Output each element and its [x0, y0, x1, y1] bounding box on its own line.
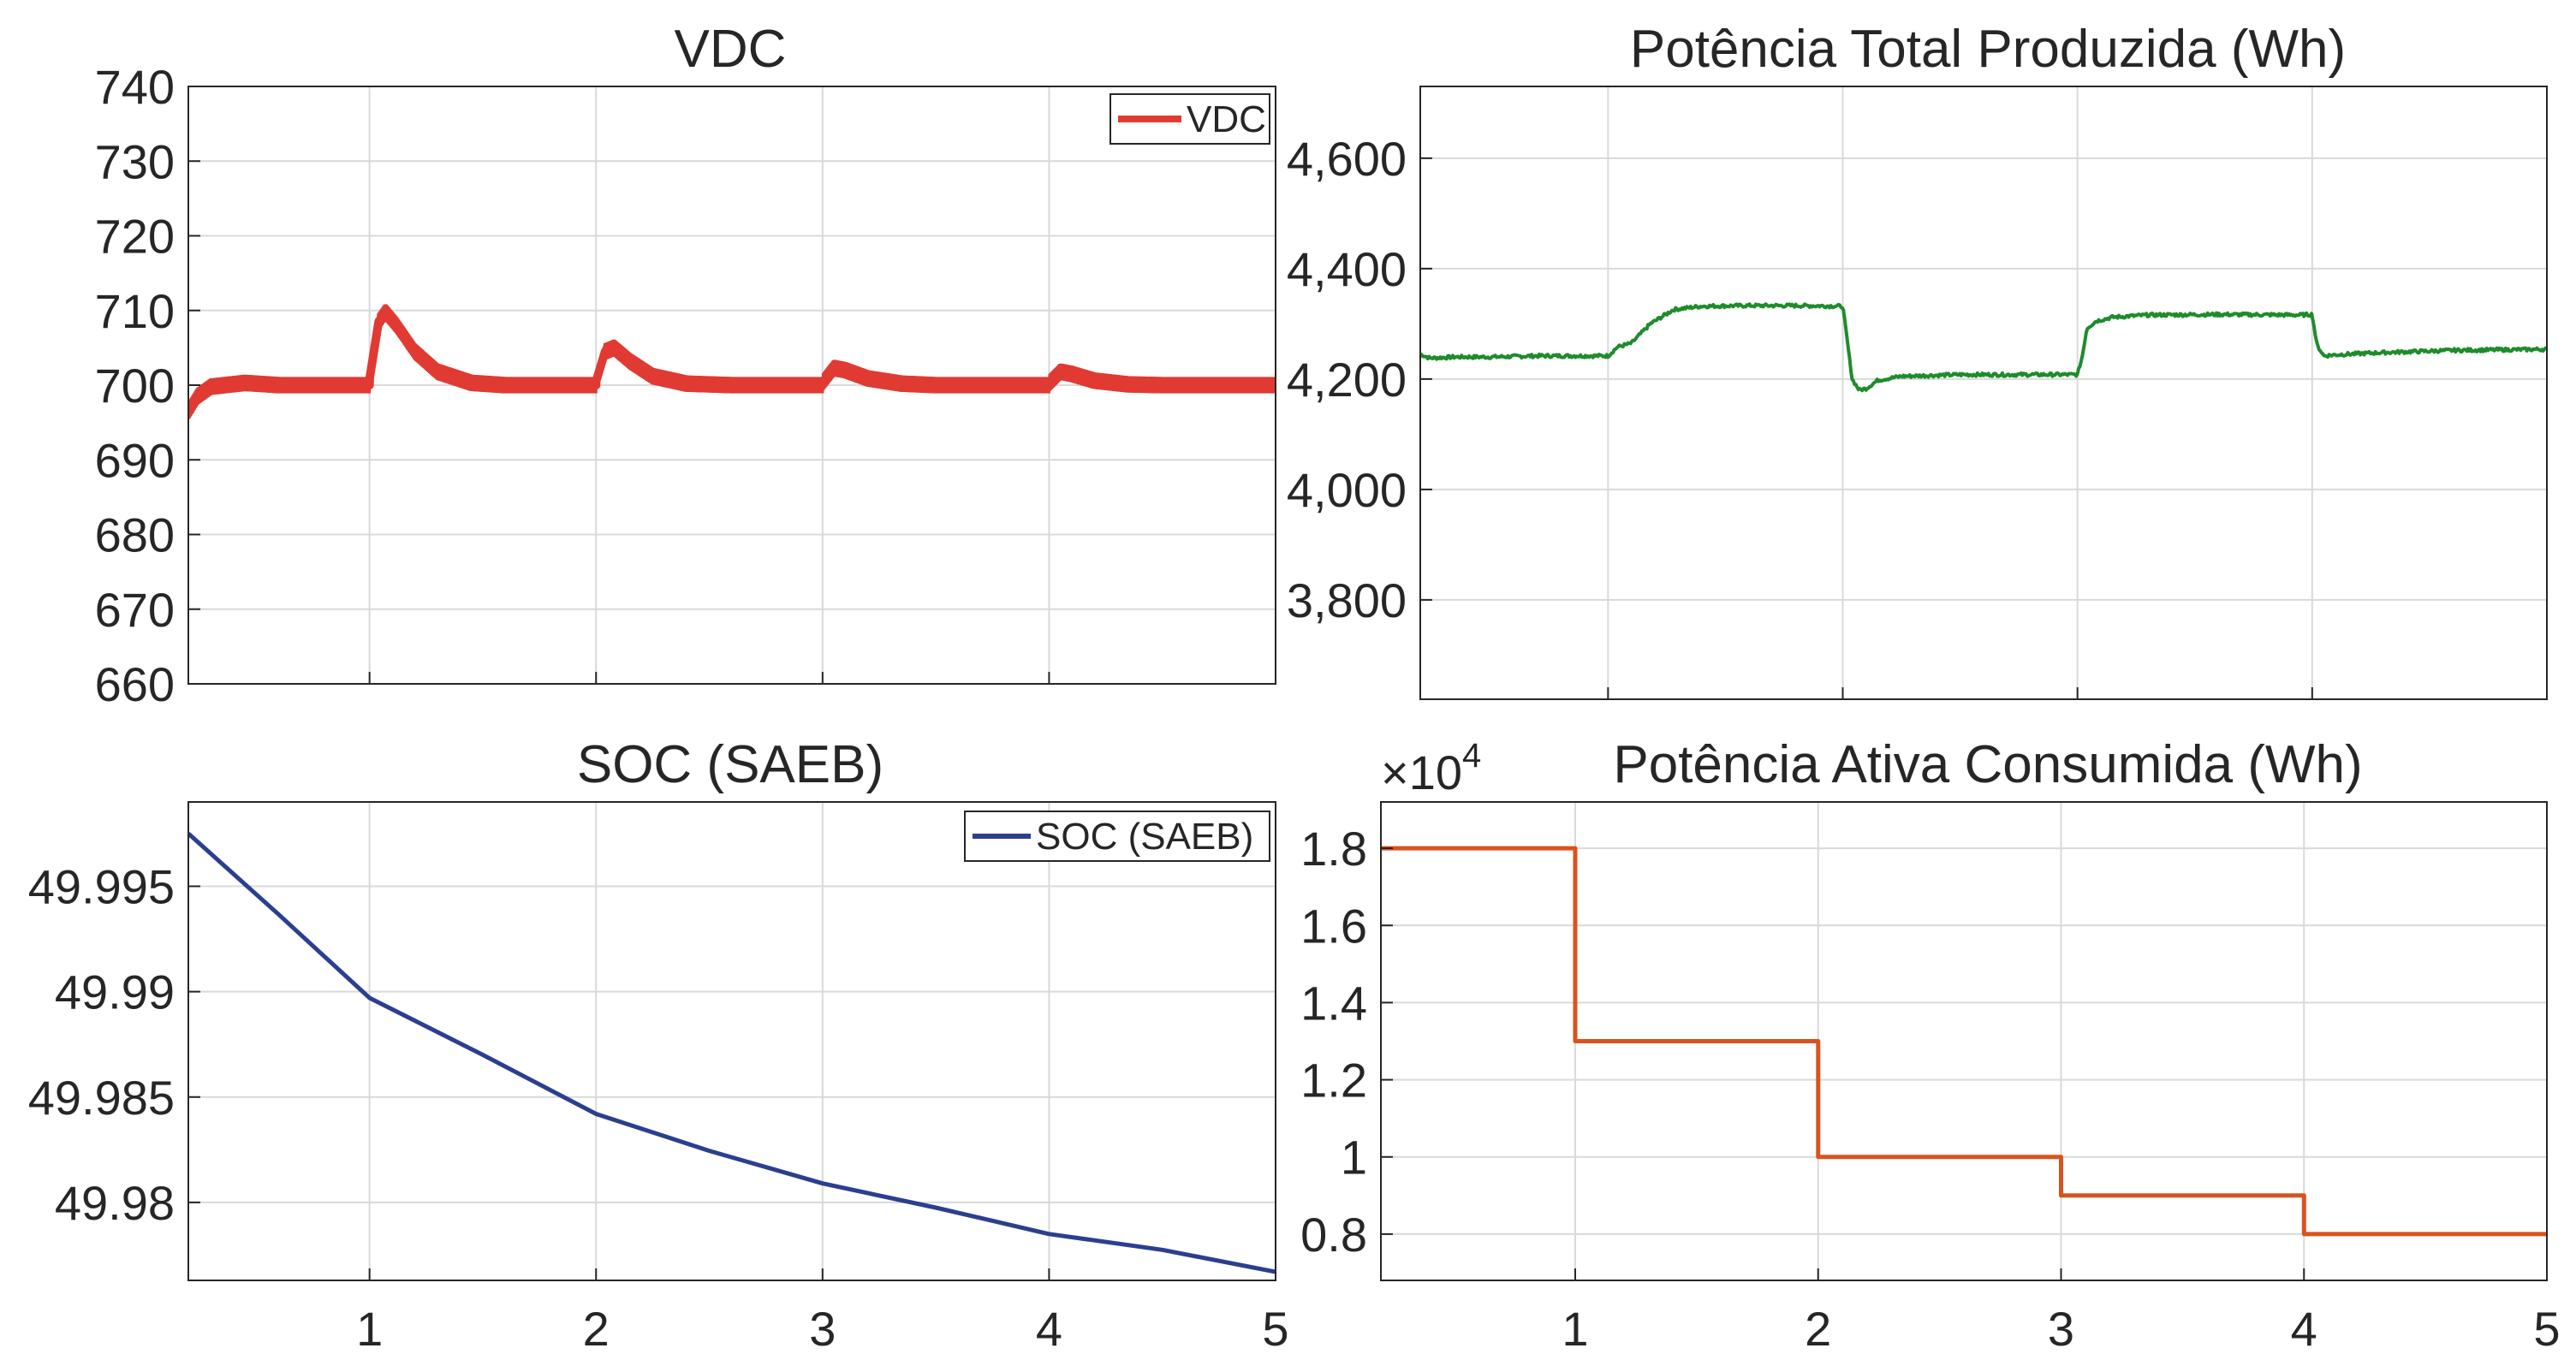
vdc-x-axis — [368, 672, 1276, 684]
soc-plot-area — [187, 801, 1276, 1281]
potencia-total-y-tick-label-0: 3,800 — [1287, 573, 1407, 627]
potencia-ativa-x-axis: 1 2 3 4 5 — [1562, 1268, 2561, 1354]
potencia-total-plot-background — [1420, 86, 2547, 699]
potencia-ativa-x-tick-label-0: 1 — [1562, 1302, 1588, 1354]
vdc-series — [188, 304, 1276, 419]
potencia-total-y-axis: 3,800 4,000 4,200 4,400 4,600 — [1287, 132, 1432, 627]
potencia-total-chart-title: Potência Total Produzida (Wh) — [1630, 20, 2346, 79]
vdc-y-tick-label-3: 690 — [95, 433, 175, 487]
potencia-ativa-multiplier-exponent: 4 — [1462, 737, 1481, 775]
soc-y-tick-label-2: 49.99 — [55, 965, 175, 1019]
potencia-ativa-x-tick-label-2: 3 — [2048, 1302, 2074, 1354]
potencia-ativa-chart: Potência Ativa Consumida (Wh) ×104 0.811… — [1300, 735, 2560, 1354]
soc-y-tick-label-0: 49.98 — [55, 1176, 175, 1230]
potencia-total-plot-area — [1419, 86, 2548, 700]
potencia-ativa-y-tick-label-1: 1 — [1341, 1131, 1367, 1185]
vdc-y-tick-label-6: 720 — [95, 210, 175, 264]
potencia-ativa-y-tick-label-5: 1.8 — [1300, 822, 1367, 876]
soc-y-tick-label-1: 49.985 — [28, 1071, 175, 1125]
soc-x-tick-label-0: 1 — [356, 1302, 383, 1354]
soc-series — [188, 832, 1276, 1274]
potencia-total-line — [1420, 302, 2547, 393]
soc-x-tick-label-1: 2 — [583, 1302, 610, 1354]
soc-plot-background — [188, 802, 1276, 1280]
potencia-total-series — [1420, 302, 2547, 393]
vdc-chart: VDC 660 670 680 690 700 710 720 730 740 VDC — [95, 20, 1276, 711]
potencia-total-grid — [1420, 86, 2548, 699]
vdc-line-core — [188, 307, 1276, 414]
soc-x-tick-label-2: 3 — [809, 1302, 836, 1354]
vdc-chart-title: VDC — [675, 20, 787, 79]
potencia-total-chart: Potência Total Produzida (Wh) 3,800 4,000… — [1287, 20, 2548, 700]
potencia-ativa-line — [1381, 846, 2547, 1237]
vdc-y-tick-label-5: 710 — [95, 284, 175, 338]
soc-legend: SOC (SAEB) — [964, 811, 1270, 862]
soc-chart-title: SOC (SAEB) — [577, 735, 883, 794]
potencia-total-x-axis — [1607, 687, 2548, 699]
vdc-y-tick-label-2: 680 — [95, 508, 175, 562]
potencia-ativa-plot-background — [1381, 802, 2547, 1280]
potencia-ativa-y-tick-label-4: 1.6 — [1300, 899, 1367, 953]
vdc-y-tick-label-7: 730 — [95, 134, 175, 188]
vdc-y-tick-label-0: 660 — [95, 657, 175, 711]
potencia-ativa-y-tick-label-2: 1.2 — [1300, 1054, 1367, 1108]
soc-y-tick-label-3: 49.995 — [28, 860, 175, 914]
soc-line — [188, 832, 1276, 1274]
potencia-ativa-chart-title: Potência Ativa Consumida (Wh) — [1613, 735, 2362, 794]
vdc-legend-label: VDC — [1187, 98, 1266, 140]
soc-grid — [188, 802, 1276, 1280]
vdc-y-axis: 660 670 680 690 700 710 720 730 740 — [95, 60, 200, 711]
soc-legend-label: SOC (SAEB) — [1036, 816, 1253, 858]
potencia-total-y-tick-label-2: 4,200 — [1287, 353, 1407, 407]
soc-x-tick-label-4: 5 — [1262, 1302, 1288, 1354]
soc-x-axis: 1 2 3 4 5 — [356, 1268, 1289, 1354]
potencia-total-y-tick-label-3: 4,400 — [1287, 242, 1407, 296]
potencia-ativa-series — [1381, 846, 2547, 1237]
potencia-ativa-y-tick-label-0: 0.8 — [1300, 1208, 1367, 1262]
potencia-ativa-plot-area — [1380, 801, 2548, 1281]
soc-x-tick-label-3: 4 — [1036, 1302, 1062, 1354]
potencia-ativa-x-tick-label-3: 4 — [2291, 1302, 2317, 1354]
potencia-total-y-tick-label-1: 4,000 — [1287, 463, 1407, 517]
potencia-total-y-tick-label-4: 4,600 — [1287, 132, 1407, 186]
potencia-ativa-grid — [1381, 802, 2548, 1280]
vdc-y-tick-label-1: 670 — [95, 583, 175, 637]
potencia-ativa-y-axis: 0.8 1 1.2 1.4 1.6 1.8 — [1300, 822, 1393, 1262]
potencia-ativa-x-tick-label-4: 5 — [2533, 1302, 2560, 1354]
vdc-legend: VDC — [1110, 93, 1270, 145]
vdc-y-tick-label-4: 700 — [95, 359, 175, 413]
potencia-ativa-multiplier: ×104 — [1381, 737, 1481, 799]
soc-y-axis: 49.98 49.985 49.99 49.995 — [28, 860, 200, 1230]
potencia-ativa-x-tick-label-1: 2 — [1805, 1302, 1831, 1354]
potencia-ativa-y-tick-label-3: 1.4 — [1300, 976, 1367, 1030]
potencia-ativa-multiplier-base: ×10 — [1381, 745, 1462, 799]
vdc-y-tick-label-8: 740 — [95, 60, 175, 114]
